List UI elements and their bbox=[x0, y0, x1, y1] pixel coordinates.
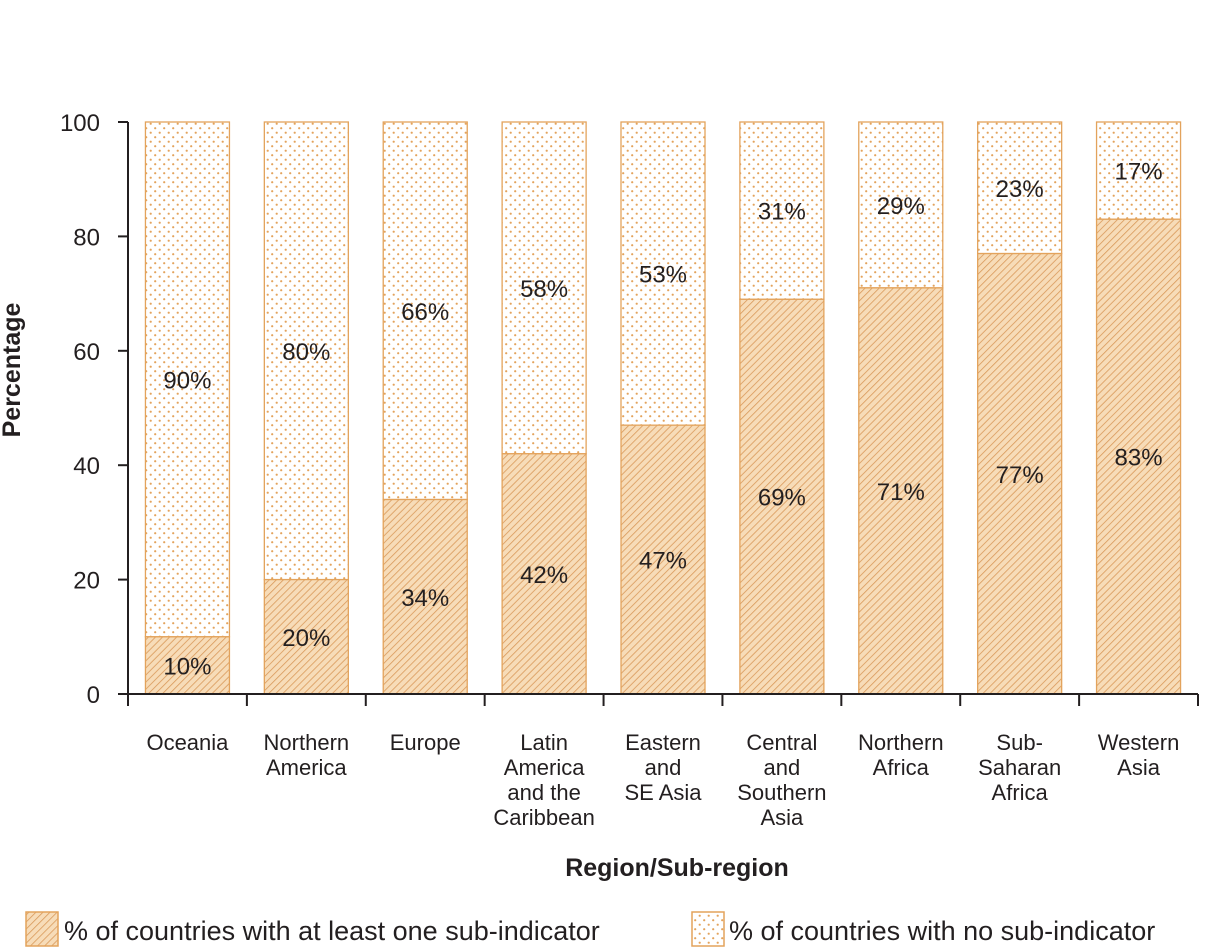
data-label-no-sub-indicator: 58% bbox=[520, 276, 568, 303]
x-category-label-line: Asia bbox=[1117, 755, 1161, 780]
x-category-label-line: Northern bbox=[264, 730, 350, 755]
x-category-label-line: Sub- bbox=[996, 730, 1042, 755]
data-label-at-least-one: 69% bbox=[758, 485, 806, 512]
x-category-label-line: Southern bbox=[737, 780, 826, 805]
data-label-no-sub-indicator: 23% bbox=[996, 176, 1044, 203]
bar-segment-no-sub-indicator bbox=[144, 121, 231, 638]
x-category-label-line: Saharan bbox=[978, 755, 1061, 780]
legend-item-at-least-one: % of countries with at least one sub-ind… bbox=[25, 911, 600, 947]
bar-segment-at-least-one bbox=[620, 424, 706, 695]
legend-swatch-dots bbox=[691, 911, 725, 947]
bar-segment-at-least-one bbox=[263, 578, 349, 695]
data-label-at-least-one: 47% bbox=[639, 548, 687, 575]
bar-segment-at-least-one bbox=[501, 453, 587, 695]
x-category-label-line: and bbox=[764, 755, 801, 780]
data-label-at-least-one: 20% bbox=[282, 625, 330, 652]
data-label-at-least-one: 71% bbox=[877, 479, 925, 506]
x-category-label: Northern America bbox=[264, 730, 350, 780]
y-tick-label: 20 bbox=[73, 568, 100, 595]
bar-segment-at-least-one bbox=[977, 252, 1063, 695]
data-label-no-sub-indicator: 90% bbox=[163, 367, 211, 394]
x-category-label-line: and the bbox=[507, 780, 580, 805]
y-tick-label: 40 bbox=[73, 453, 100, 480]
bar-segment-at-least-one bbox=[858, 287, 944, 695]
bar-segment-at-least-one bbox=[739, 298, 825, 695]
y-ticks-group: 0 20 40 60 80 100 bbox=[60, 110, 128, 709]
bar-segment-no-sub-indicator bbox=[1095, 121, 1182, 220]
bar-segment-no-sub-indicator bbox=[382, 121, 468, 501]
data-label-no-sub-indicator: 53% bbox=[639, 262, 687, 289]
legend-label-at-least-one: % of countries with at least one sub-ind… bbox=[64, 916, 600, 946]
data-label-no-sub-indicator: 66% bbox=[401, 299, 449, 326]
data-label-at-least-one: 83% bbox=[1115, 445, 1163, 472]
x-category-label: Europe bbox=[390, 730, 461, 755]
data-label-no-sub-indicator: 29% bbox=[877, 193, 925, 220]
x-category-label-line: Western bbox=[1098, 730, 1180, 755]
bar-segment-no-sub-indicator bbox=[263, 121, 349, 581]
x-category-label-line: Asia bbox=[760, 805, 804, 830]
data-label-no-sub-indicator: 17% bbox=[1115, 159, 1163, 186]
x-category-label-line: Africa bbox=[992, 780, 1049, 805]
y-tick-label: 60 bbox=[73, 339, 100, 366]
bar-segment-no-sub-indicator bbox=[739, 121, 825, 300]
legend-item-none: % of countries with no sub-indicator bbox=[691, 911, 1155, 947]
y-axis-title: Percentage bbox=[0, 303, 26, 438]
data-label-at-least-one: 10% bbox=[163, 653, 211, 680]
x-category-label-line: SE Asia bbox=[624, 780, 702, 805]
x-category-label: Eastern and SE Asia bbox=[624, 730, 702, 805]
x-category-label-line: America bbox=[504, 755, 585, 780]
legend-swatch-hatch bbox=[25, 911, 59, 947]
x-category-label: Northern Africa bbox=[858, 730, 944, 780]
x-category-label: Latin America and the Caribbean bbox=[493, 730, 595, 830]
x-category-label: Central and Southern Asia bbox=[737, 730, 826, 830]
bar-segment-at-least-one bbox=[144, 636, 231, 695]
legend-label-none: % of countries with no sub-indicator bbox=[729, 916, 1155, 946]
x-category-label-line: Central bbox=[746, 730, 817, 755]
bar-segment-no-sub-indicator bbox=[858, 121, 944, 289]
bar-segment-at-least-one bbox=[382, 498, 468, 695]
x-category-label-line: Oceania bbox=[146, 730, 229, 755]
axes-group bbox=[127, 122, 1198, 695]
data-label-at-least-one: 34% bbox=[401, 585, 449, 612]
x-category-label-line: Eastern bbox=[625, 730, 701, 755]
y-tick-label: 0 bbox=[87, 682, 100, 709]
x-category-label-line: and bbox=[645, 755, 682, 780]
y-tick-label: 80 bbox=[73, 224, 100, 251]
bar-segment-at-least-one bbox=[1095, 218, 1182, 695]
data-label-no-sub-indicator: 80% bbox=[282, 339, 330, 366]
bar-segment-no-sub-indicator bbox=[977, 121, 1063, 255]
legend: % of countries with at least one sub-ind… bbox=[25, 911, 1155, 947]
y-tick-label: 100 bbox=[60, 110, 100, 137]
data-label-at-least-one: 42% bbox=[520, 562, 568, 589]
data-labels-group: 10% 90% 20% 80% 34% 66% 42% 58% 47% 53% 69% 31% 71% 2… bbox=[163, 159, 1162, 681]
x-category-label: Oceania bbox=[146, 730, 229, 755]
x-category-label-line: Latin bbox=[520, 730, 568, 755]
x-category-label: Western Asia bbox=[1098, 730, 1180, 780]
x-category-label-line: Northern bbox=[858, 730, 944, 755]
x-category-label: Sub-Saharan Africa bbox=[978, 730, 1061, 805]
x-category-label-line: America bbox=[266, 755, 347, 780]
data-label-at-least-one: 77% bbox=[996, 462, 1044, 489]
x-axis-title: Region/Sub-region bbox=[565, 854, 789, 882]
x-category-label-line: Caribbean bbox=[493, 805, 595, 830]
bars-group bbox=[144, 121, 1182, 695]
x-category-label-line: Europe bbox=[390, 730, 461, 755]
data-label-no-sub-indicator: 31% bbox=[758, 199, 806, 226]
x-category-label-line: Africa bbox=[873, 755, 930, 780]
